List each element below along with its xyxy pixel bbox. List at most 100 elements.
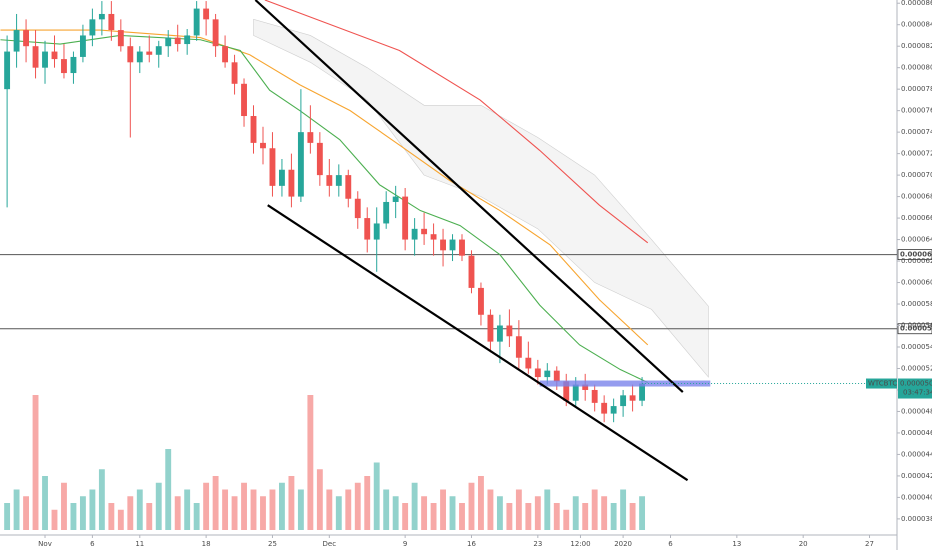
volume-bar [383,489,390,530]
volume-bar [459,503,465,530]
candle-body [98,13,105,20]
y-tick-label: 0.0000440 [901,450,932,458]
cloud [253,18,709,378]
x-tick-label: 9 [403,540,407,548]
candle-body [421,228,428,235]
candle-body [411,228,418,240]
candle-body [316,142,323,176]
candle-body [42,51,48,68]
y-tick-label: 0.0000720 [901,150,932,158]
y-tick-label: 0.0000420 [901,472,932,480]
volume-bar [136,489,143,530]
volume-bar [572,496,579,530]
volume-bar [345,489,352,530]
candle-body [279,169,285,186]
candle-body [459,239,465,256]
volume-bar [525,503,532,530]
candle-body [222,46,229,63]
volume-bar [316,469,323,530]
y-tick-label: 0.0000480 [901,407,932,415]
volume-bar [620,489,627,530]
volume-bar [42,476,48,530]
candle-body [544,370,551,378]
volume-bar [203,482,210,530]
candle-body [203,8,210,20]
volume-bar [61,482,67,530]
x-tick-label: 6 [668,540,673,548]
candle-body [288,169,295,197]
x-tick-label: 18 [202,540,211,548]
candle-body [629,395,636,401]
candle-body [383,201,390,224]
symbol-box [866,378,897,389]
volume-bar [241,482,247,530]
volume-bar [108,503,115,530]
candle-body [534,368,541,378]
candle-body [79,35,86,57]
y-tick-label: 0.0000380 [901,515,932,523]
candle-body [496,325,503,342]
candle-body [61,59,67,74]
candle-body [620,395,627,407]
x-tick-label: 27 [865,540,874,548]
candle-body [70,56,77,74]
candle-body [155,46,162,55]
candle-body [506,325,513,337]
volume-bar [534,496,541,530]
y-tick-label: 0.0000860 [901,0,932,7]
volume-bar [174,496,181,530]
volume-bar [89,489,96,530]
candle-body [51,51,58,60]
last-price-label: 0.0000506 [900,380,932,388]
volume-bar [582,503,589,530]
candle-body [89,19,96,36]
y-tick-label: 0.0000400 [901,493,932,501]
volume-bar [51,509,58,530]
candle-body [364,218,371,240]
y-tick-label: 0.0000760 [901,107,932,115]
moving-average [0,29,649,346]
candle-body [108,13,115,31]
candle-body [440,239,446,251]
volume-bar [496,496,503,530]
candle-body [582,384,589,390]
y-tick-label: 0.0000840 [901,21,932,29]
candle-body [32,46,39,68]
volume-bar [449,496,456,530]
candle-body [487,314,494,342]
volume-bar [629,503,636,530]
y-tick-label: 0.0000620 [901,257,932,265]
moving-average [0,34,648,383]
y-tick-label: 0.0000540 [901,343,932,351]
candle-body [146,51,153,55]
candle-body [212,19,219,47]
volume-bar [421,496,428,530]
volume-bar [184,489,191,530]
candle-body [449,239,456,251]
candle-body [591,389,598,403]
volume-bar [32,395,39,530]
volume-bar [260,496,266,530]
volume-bar [212,476,219,530]
candle-body [563,381,570,401]
volume-bar [146,503,153,530]
x-tick-label: Nov [38,540,52,548]
volume-bar [117,509,124,530]
trendline [254,0,684,393]
volume-bar [326,489,333,530]
volume-bar [4,503,11,530]
candle-body [193,8,200,36]
y-tick-label: 0.0000640 [901,236,932,244]
candle-body [335,175,342,186]
candle-body [572,384,579,401]
y-tick-label: 0.0000560 [901,322,932,330]
volume-bar [297,489,304,530]
x-tick-label: 6 [90,540,95,548]
candle-body [117,30,124,47]
candle-body [23,30,29,47]
x-tick-label: 23 [533,540,542,548]
y-tick-label: 0.0000800 [901,64,932,72]
y-tick-label: 0.0000520 [901,364,932,372]
